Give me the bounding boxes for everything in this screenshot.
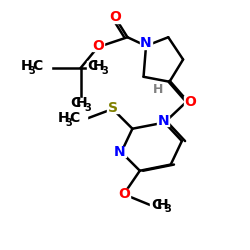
- Bar: [87, 61, 109, 71]
- Text: 3: 3: [65, 118, 72, 128]
- Bar: [109, 12, 121, 23]
- Bar: [26, 61, 51, 71]
- Text: C: C: [32, 59, 42, 73]
- Text: O: O: [92, 39, 104, 53]
- Text: H: H: [153, 83, 164, 96]
- Text: N: N: [140, 36, 152, 51]
- Text: C: C: [151, 198, 161, 211]
- Text: S: S: [108, 101, 118, 115]
- Text: H: H: [58, 111, 69, 125]
- Bar: [184, 96, 196, 107]
- Bar: [140, 38, 152, 48]
- Bar: [158, 116, 169, 126]
- Text: H: H: [93, 59, 105, 73]
- Text: 3: 3: [84, 103, 91, 113]
- Text: H: H: [156, 198, 168, 211]
- Bar: [107, 102, 118, 113]
- Text: 3: 3: [164, 204, 171, 214]
- Text: N: N: [158, 114, 169, 128]
- Text: 3: 3: [101, 66, 108, 76]
- Bar: [62, 113, 87, 123]
- Text: 3: 3: [28, 66, 35, 76]
- Text: C: C: [70, 96, 81, 110]
- Bar: [114, 147, 126, 158]
- Text: H: H: [20, 59, 32, 73]
- Text: C: C: [69, 111, 80, 125]
- Text: H: H: [76, 96, 88, 110]
- Text: C: C: [88, 59, 98, 73]
- Bar: [92, 41, 104, 51]
- Bar: [70, 98, 92, 108]
- Bar: [155, 85, 162, 94]
- Text: O: O: [118, 187, 130, 201]
- Text: N: N: [114, 145, 126, 159]
- Bar: [150, 200, 172, 210]
- Text: O: O: [184, 94, 196, 108]
- Text: O: O: [109, 10, 121, 24]
- Bar: [118, 189, 130, 200]
